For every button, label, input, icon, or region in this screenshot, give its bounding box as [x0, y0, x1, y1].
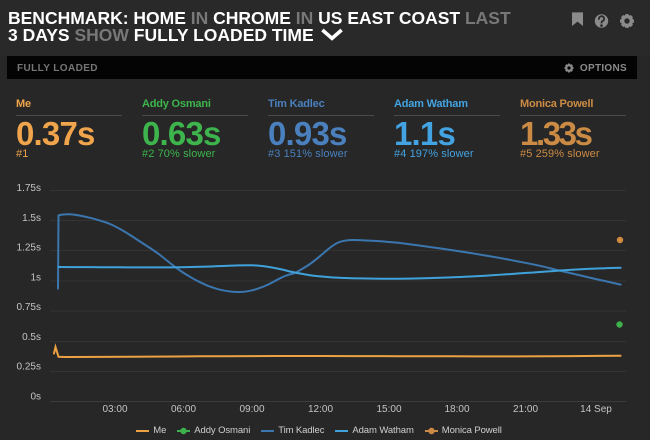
svg-text:14 Sep: 14 Sep	[580, 404, 612, 415]
svg-text:18:00: 18:00	[444, 404, 469, 415]
svg-text:1.75s: 1.75s	[17, 183, 41, 194]
svg-text:1.5s: 1.5s	[22, 213, 41, 224]
svg-text:0.25s: 0.25s	[17, 362, 41, 373]
svg-text:09:00: 09:00	[239, 404, 264, 415]
svg-text:06:00: 06:00	[171, 404, 196, 415]
svg-text:0.75s: 0.75s	[17, 302, 41, 313]
svg-text:03:00: 03:00	[102, 404, 127, 415]
svg-text:1.25s: 1.25s	[17, 243, 41, 254]
svg-text:1s: 1s	[30, 273, 41, 284]
svg-text:12:00: 12:00	[308, 404, 333, 415]
svg-text:0.5s: 0.5s	[22, 332, 41, 343]
svg-text:0s: 0s	[30, 392, 41, 403]
svg-text:21:00: 21:00	[513, 404, 538, 415]
svg-text:15:00: 15:00	[376, 404, 401, 415]
